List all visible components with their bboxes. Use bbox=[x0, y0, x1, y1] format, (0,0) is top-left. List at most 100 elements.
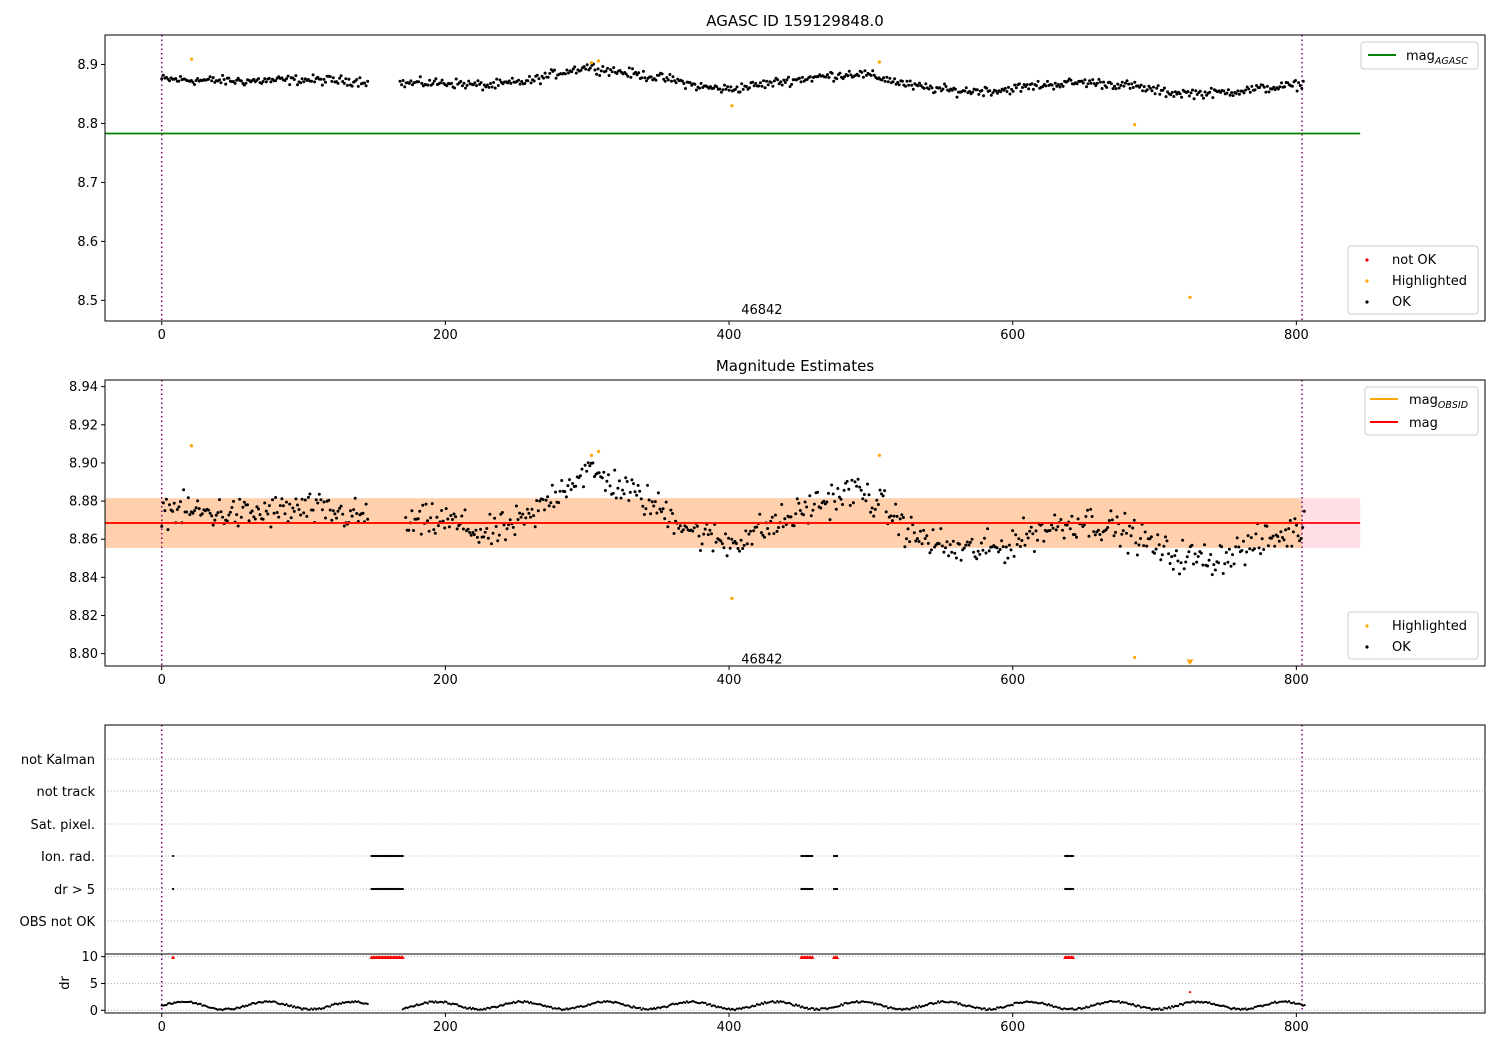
ok-point bbox=[1229, 564, 1233, 568]
dr-point bbox=[1192, 1000, 1195, 1003]
ok-point bbox=[872, 514, 876, 518]
ok-point bbox=[507, 523, 511, 527]
ok-point bbox=[1237, 545, 1241, 549]
ok-point bbox=[285, 77, 288, 81]
ok-point bbox=[296, 83, 299, 87]
dr-point bbox=[1294, 1002, 1297, 1005]
dr-panel: 0 5 10 0 200 400 600 800 dr bbox=[58, 950, 1486, 1035]
ok-point bbox=[649, 512, 653, 516]
ok-point bbox=[757, 84, 761, 88]
ok-point bbox=[1203, 543, 1206, 547]
dr-point bbox=[631, 1006, 634, 1009]
ok-point bbox=[1250, 84, 1254, 88]
flag-point bbox=[1067, 887, 1070, 891]
flag-point bbox=[372, 887, 375, 891]
flag-point bbox=[1071, 854, 1075, 858]
dr-point bbox=[979, 1006, 982, 1010]
ok-point bbox=[654, 78, 658, 82]
ok-point bbox=[1169, 93, 1173, 97]
ok-point bbox=[945, 540, 949, 544]
ok-point bbox=[553, 68, 556, 72]
ok-point bbox=[327, 498, 331, 502]
dr-above-5-marker bbox=[171, 955, 176, 959]
dr-point bbox=[240, 1005, 243, 1009]
ok-point bbox=[1070, 514, 1074, 518]
dr-point bbox=[434, 1000, 437, 1003]
flag-point bbox=[386, 854, 389, 858]
ok-point bbox=[483, 530, 487, 534]
ok-point bbox=[769, 81, 773, 84]
ok-point bbox=[738, 549, 741, 553]
dr-point bbox=[891, 1007, 894, 1010]
ok-point bbox=[363, 81, 366, 85]
ok-point bbox=[308, 492, 312, 496]
dr-point bbox=[1000, 1006, 1004, 1009]
ok-point bbox=[407, 528, 411, 532]
ok-point bbox=[954, 556, 958, 560]
ok-point bbox=[1295, 523, 1298, 527]
ok-point bbox=[1091, 78, 1095, 82]
ok-point bbox=[999, 90, 1003, 94]
ok-point bbox=[759, 531, 763, 535]
ok-point bbox=[637, 71, 641, 75]
ok-point bbox=[1005, 90, 1009, 93]
dr-point bbox=[528, 1002, 531, 1005]
ok-point bbox=[1209, 86, 1213, 90]
ok-point bbox=[445, 84, 449, 88]
ok-point bbox=[1168, 562, 1172, 565]
dr-point bbox=[876, 1003, 879, 1006]
legend-marker-not-ok bbox=[1365, 258, 1369, 262]
ok-point bbox=[629, 75, 633, 79]
ok-point bbox=[910, 83, 914, 87]
ok-point bbox=[749, 529, 752, 533]
ok-point bbox=[1222, 89, 1226, 93]
ok-point bbox=[538, 82, 542, 86]
ok-point bbox=[172, 501, 176, 505]
dr-point bbox=[255, 1002, 258, 1005]
ok-point bbox=[615, 72, 619, 75]
ok-point bbox=[286, 74, 290, 78]
ok-point bbox=[886, 80, 890, 84]
ok-point bbox=[678, 524, 682, 528]
ok-point bbox=[920, 542, 924, 546]
ok-point bbox=[1153, 92, 1157, 96]
ok-point bbox=[602, 470, 606, 474]
ok-point bbox=[514, 504, 518, 508]
dr-point bbox=[1236, 1007, 1239, 1010]
ok-point bbox=[596, 67, 600, 71]
ok-point bbox=[1195, 93, 1199, 96]
ok-point bbox=[563, 490, 567, 494]
ok-point bbox=[1207, 558, 1211, 562]
ok-point bbox=[964, 86, 968, 90]
ok-point bbox=[1021, 86, 1024, 89]
ok-point bbox=[1143, 530, 1147, 534]
dr-point bbox=[251, 1002, 254, 1005]
dr-point bbox=[759, 1003, 762, 1006]
ok-point bbox=[222, 78, 226, 81]
dr-point bbox=[1083, 1007, 1086, 1010]
dr-point bbox=[941, 1000, 944, 1003]
ok-point bbox=[507, 79, 511, 83]
dr-point bbox=[1233, 1006, 1236, 1010]
ok-point bbox=[352, 508, 356, 512]
dr-point bbox=[484, 1008, 487, 1011]
ok-point bbox=[227, 76, 231, 80]
flag-point bbox=[801, 887, 805, 891]
ok-point bbox=[1192, 562, 1195, 566]
ok-point bbox=[1235, 536, 1239, 540]
ok-point bbox=[485, 527, 489, 530]
ok-point bbox=[909, 515, 913, 519]
dr-point bbox=[302, 1007, 305, 1010]
flag-point bbox=[836, 887, 839, 891]
dr-point bbox=[529, 1001, 532, 1004]
ok-point bbox=[785, 78, 789, 82]
ok-point bbox=[745, 542, 749, 546]
ok-point bbox=[1276, 87, 1280, 91]
ok-point bbox=[761, 533, 765, 537]
ok-point bbox=[358, 76, 362, 80]
ok-point bbox=[446, 517, 450, 521]
ok-point bbox=[494, 525, 498, 528]
dr-point bbox=[829, 1006, 832, 1009]
ok-point bbox=[1294, 79, 1297, 82]
ok-point bbox=[207, 508, 210, 512]
